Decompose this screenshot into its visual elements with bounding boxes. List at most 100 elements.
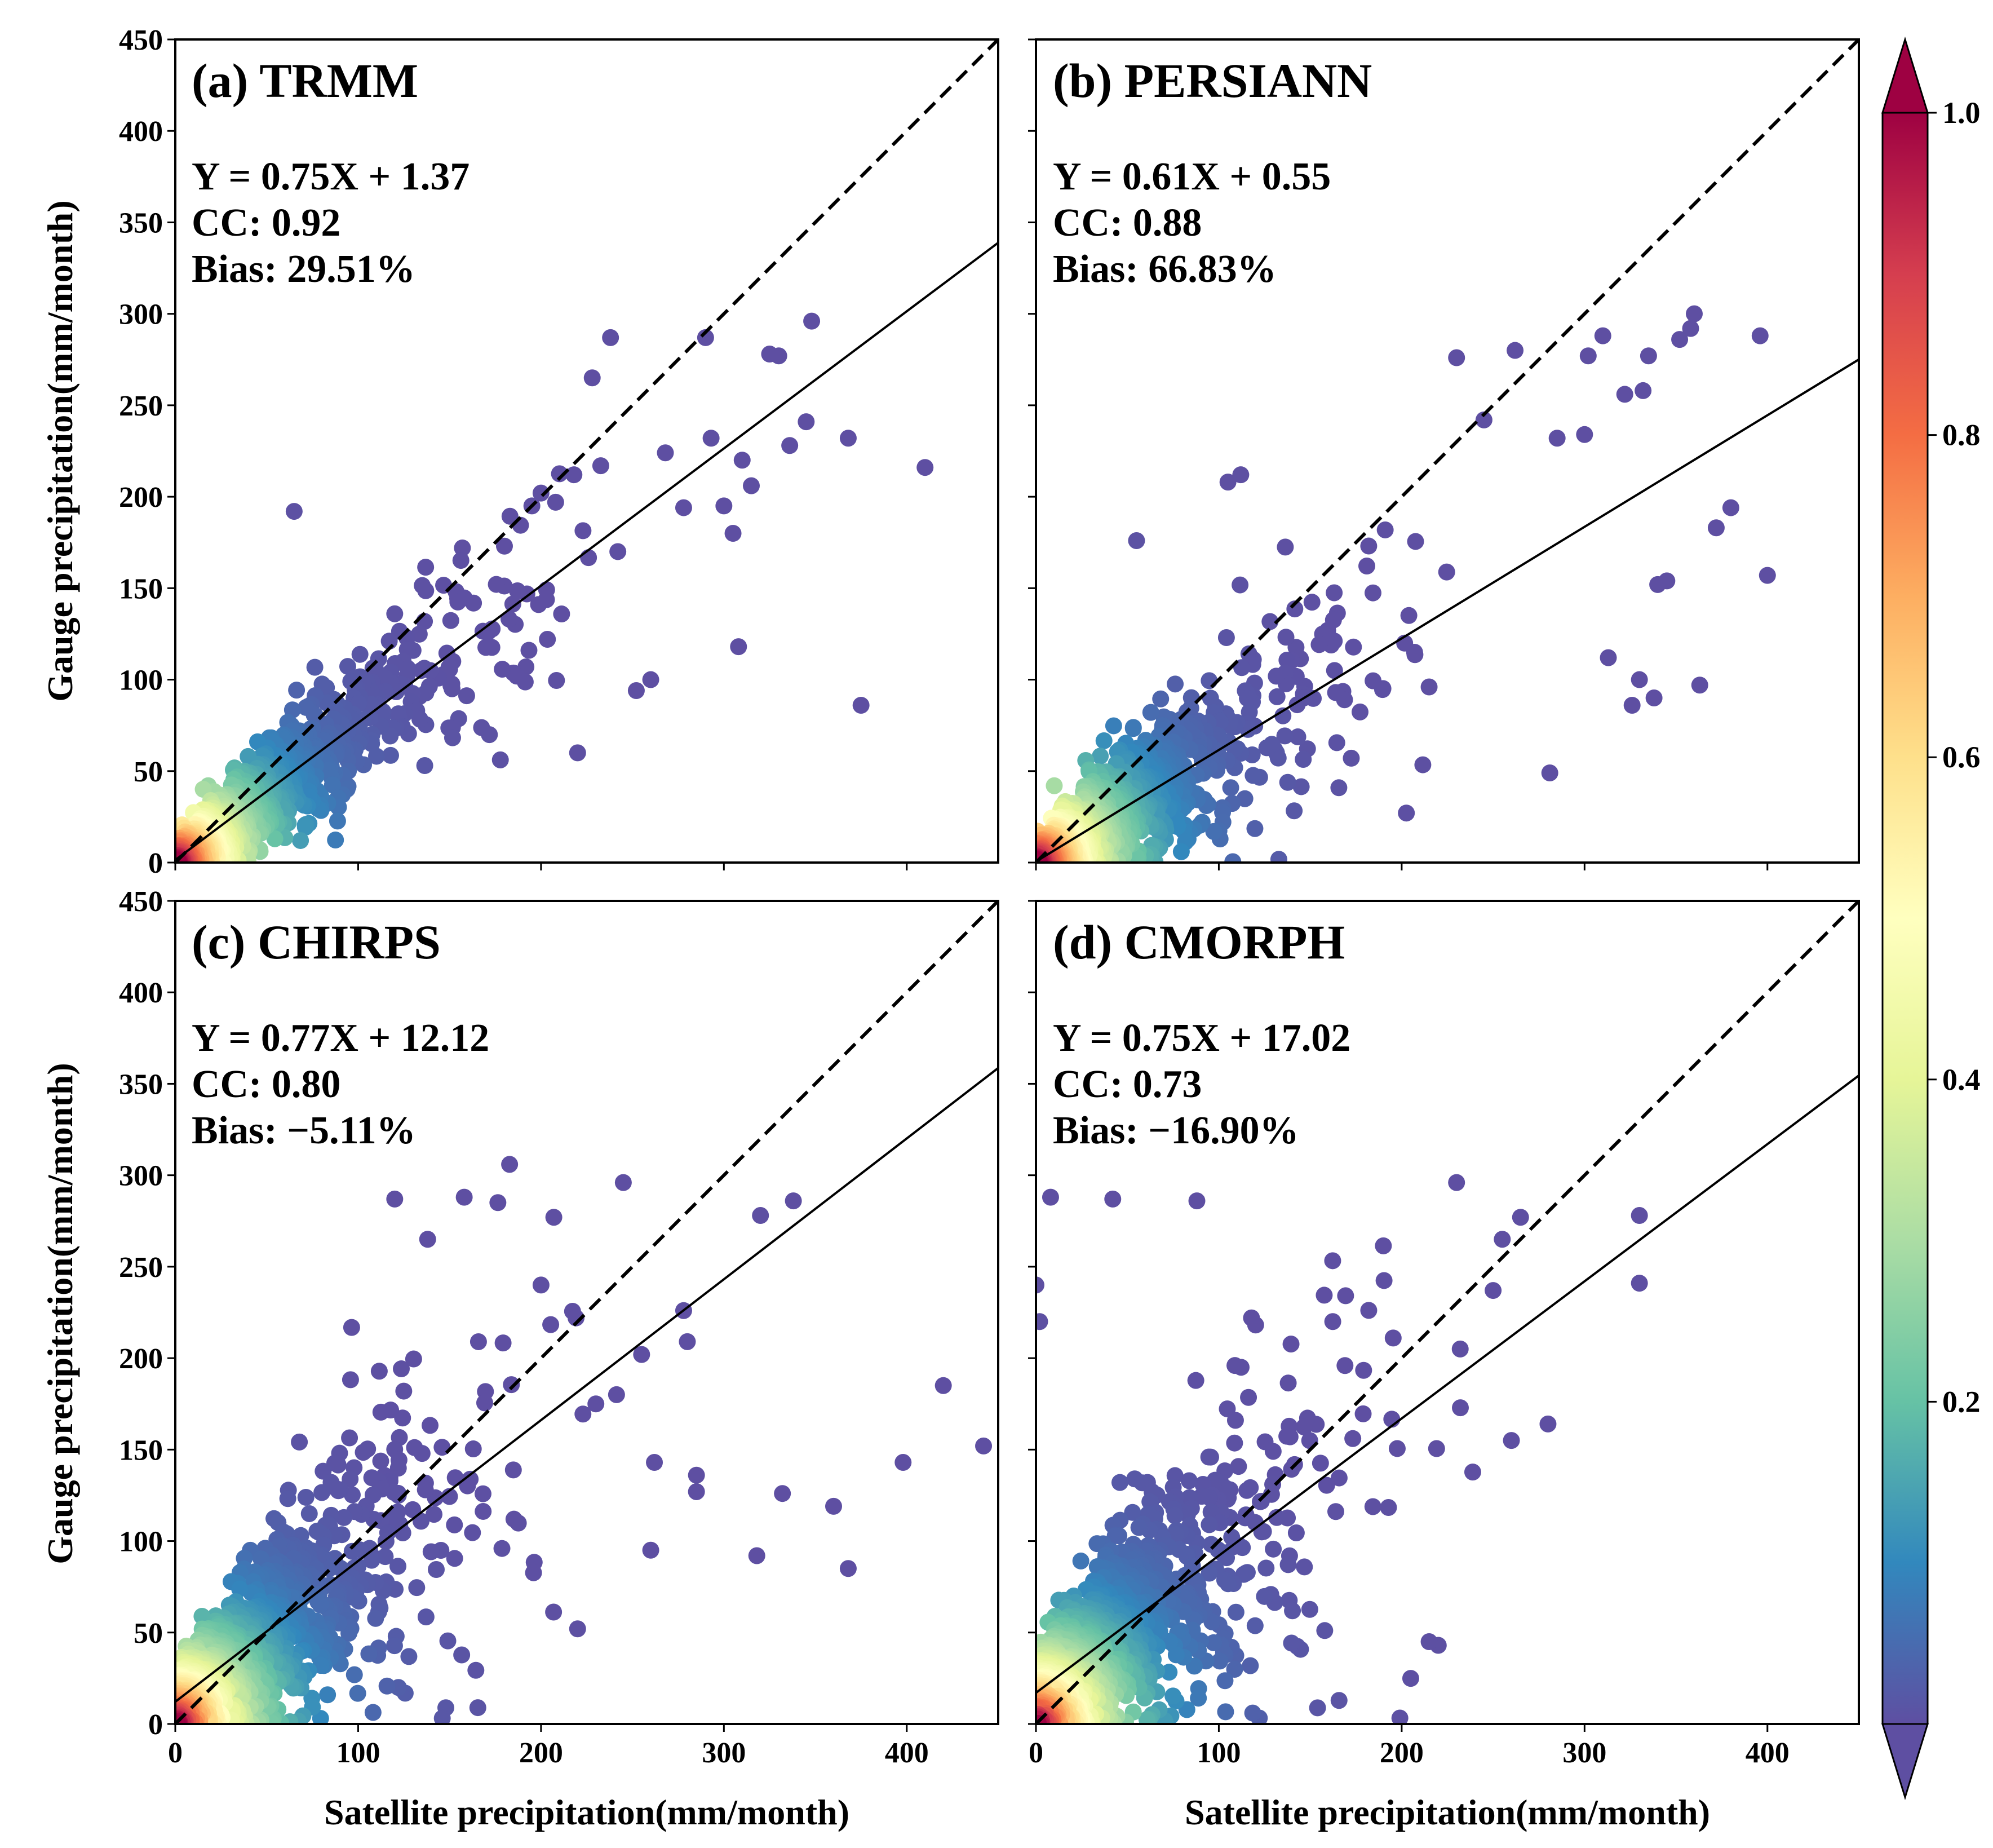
scatter-point bbox=[1283, 1634, 1300, 1652]
scatter-point bbox=[1295, 1418, 1313, 1436]
panel-d-ticks: 0 100 200 300 400 bbox=[1028, 900, 1790, 1769]
scatter-point bbox=[1190, 1690, 1207, 1707]
scatter-point bbox=[539, 630, 556, 648]
scatter-point bbox=[363, 1469, 380, 1487]
scatter-point bbox=[697, 329, 714, 346]
x-tick-label: 300 bbox=[1562, 1737, 1606, 1769]
scatter-point bbox=[839, 1560, 857, 1577]
scatter-point bbox=[1579, 347, 1597, 365]
scatter-point bbox=[798, 413, 815, 431]
scatter-point bbox=[1406, 646, 1424, 664]
y-tick-label: 250 bbox=[119, 390, 163, 422]
scatter-point bbox=[1448, 349, 1465, 366]
scatter-point bbox=[475, 1502, 492, 1520]
scatter-point bbox=[1316, 1622, 1334, 1639]
panel-d-lines bbox=[1036, 901, 1859, 1724]
scatter-point bbox=[364, 1704, 382, 1721]
scatter-point bbox=[1360, 537, 1378, 555]
scatter-point bbox=[1420, 678, 1438, 696]
scatter-point bbox=[1420, 1633, 1438, 1650]
scatter-point bbox=[1345, 638, 1362, 656]
scatter-point bbox=[565, 466, 583, 484]
scatter-point bbox=[1438, 563, 1455, 581]
panel-d-points bbox=[1036, 1174, 1648, 1724]
scatter-point bbox=[279, 1490, 296, 1507]
scatter-point bbox=[413, 662, 430, 679]
scatter-point bbox=[1287, 1524, 1305, 1542]
scatter-point bbox=[1286, 802, 1303, 820]
scatter-point bbox=[417, 1481, 434, 1498]
scatter-point bbox=[752, 1207, 769, 1224]
scatter-point bbox=[372, 1403, 389, 1421]
scatter-point bbox=[1365, 672, 1382, 689]
scatter-point bbox=[474, 1485, 491, 1502]
scatter-point bbox=[324, 776, 341, 794]
y-tick-label: 450 bbox=[119, 886, 163, 918]
scatter-point bbox=[351, 646, 369, 663]
scatter-point bbox=[1211, 713, 1229, 731]
scatter-point bbox=[349, 1685, 366, 1702]
one-to-one-line bbox=[175, 901, 998, 1724]
colorbar-tick-label: 0.4 bbox=[1942, 1063, 1981, 1097]
scatter-point bbox=[839, 430, 857, 447]
scatter-point bbox=[300, 1505, 318, 1522]
panel-d-cc: CC: 0.73 bbox=[1053, 1063, 1202, 1106]
scatter-point bbox=[1088, 1535, 1106, 1553]
scatter-point bbox=[1138, 1711, 1155, 1724]
scatter-point bbox=[446, 1516, 463, 1533]
scatter-point bbox=[367, 1610, 384, 1627]
colorbar-tick-label: 0.2 bbox=[1942, 1385, 1981, 1418]
panel-a-cc: CC: 0.92 bbox=[192, 201, 340, 245]
scatter-point bbox=[382, 746, 399, 764]
scatter-point bbox=[446, 1550, 463, 1567]
scatter-point bbox=[803, 312, 821, 330]
regression-line bbox=[175, 241, 998, 861]
y-tick-label: 400 bbox=[119, 116, 163, 148]
scatter-point bbox=[1355, 1361, 1372, 1379]
scatter-point bbox=[1541, 764, 1558, 782]
y-tick-label: 0 bbox=[148, 847, 163, 879]
x-tick-label: 400 bbox=[885, 1737, 929, 1769]
scatter-point bbox=[587, 1395, 605, 1413]
scatter-point bbox=[1364, 584, 1381, 602]
scatter-point bbox=[1326, 662, 1343, 679]
colorbar: 0.20.40.60.81.0 bbox=[1881, 36, 1981, 1801]
scatter-point bbox=[1375, 1237, 1392, 1254]
scatter-point bbox=[916, 459, 934, 476]
scatter-point bbox=[1242, 1657, 1259, 1674]
panel-d-xlabel: Satellite precipitation(mm/month) bbox=[1185, 1792, 1710, 1832]
scatter-point bbox=[520, 642, 538, 659]
scatter-point bbox=[1095, 732, 1113, 749]
scatter-point bbox=[1152, 690, 1170, 708]
scatter-point bbox=[1400, 607, 1418, 624]
scatter-point bbox=[435, 577, 453, 594]
regression-line bbox=[1036, 358, 1859, 863]
scatter-point bbox=[266, 830, 284, 847]
y-tick-label: 50 bbox=[134, 1617, 163, 1650]
scatter-point bbox=[1507, 342, 1524, 359]
scatter-point bbox=[411, 710, 428, 728]
scatter-point bbox=[1104, 1190, 1122, 1208]
scatter-point bbox=[1202, 1536, 1220, 1553]
scatter-point bbox=[496, 537, 513, 555]
scatter-point bbox=[1512, 1209, 1529, 1226]
scatter-point bbox=[433, 1709, 451, 1724]
scatter-point bbox=[614, 1174, 632, 1191]
y-tick-label: 250 bbox=[119, 1252, 163, 1284]
scatter-point bbox=[1296, 1558, 1313, 1576]
scatter-point bbox=[852, 696, 870, 714]
scatter-point bbox=[583, 369, 601, 387]
panel-b-equation: Y = 0.61X + 0.55 bbox=[1053, 155, 1331, 198]
scatter-point bbox=[1226, 1660, 1243, 1678]
scatter-point bbox=[1327, 684, 1344, 701]
y-tick-label: 100 bbox=[119, 665, 163, 697]
scatter-point bbox=[1292, 778, 1310, 795]
scatter-point bbox=[1451, 1399, 1469, 1417]
scatter-point bbox=[1205, 1634, 1223, 1651]
scatter-point bbox=[1316, 1286, 1333, 1304]
scatter-point bbox=[386, 1637, 403, 1655]
scatter-point bbox=[1258, 739, 1275, 757]
panel-c-title: (c) CHIRPS bbox=[192, 915, 441, 969]
scatter-point bbox=[1166, 1507, 1184, 1524]
